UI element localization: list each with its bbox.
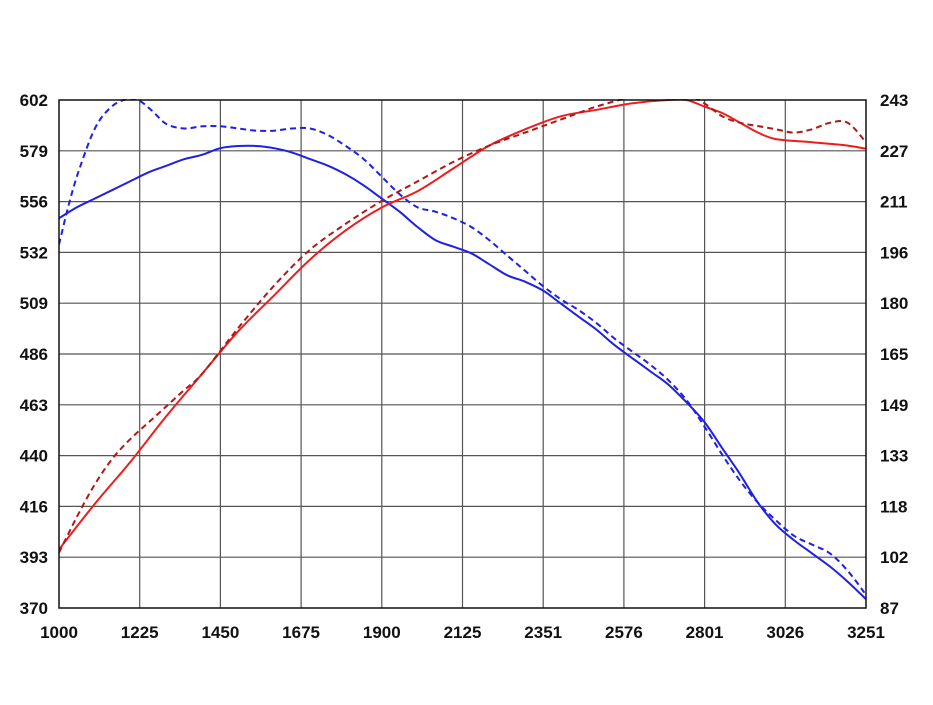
tick-labels: 1000 1225 1450 1675 1900 2125 2351 2576 2801 3026… — [20, 91, 909, 642]
y-left-tick-label: 486 — [20, 345, 48, 364]
x-tick-label: 1000 — [40, 623, 78, 642]
y-left-tick-label: 393 — [20, 548, 48, 567]
series-lines — [59, 99, 866, 601]
y-left-tick-label: 532 — [20, 243, 48, 262]
y-left-tick-label: 602 — [20, 91, 48, 110]
x-tick-label: 2125 — [444, 623, 482, 642]
y-right-tick-label: 243 — [880, 91, 908, 110]
y-right-tick-label: 118 — [880, 497, 907, 516]
y-right-tick-label: 133 — [880, 447, 908, 466]
y-left-tick-label: 509 — [20, 294, 48, 313]
y-right-tick-label: 227 — [880, 142, 908, 161]
x-tick-label: 1225 — [121, 623, 159, 642]
y-left-tick-label: 463 — [20, 396, 48, 415]
x-tick-label: 3026 — [766, 623, 804, 642]
y-right-tick-label: 102 — [880, 548, 908, 567]
x-tick-label: 2801 — [686, 623, 724, 642]
series-line-darkred-dashed — [59, 99, 866, 554]
y-left-tick-label: 556 — [20, 193, 48, 212]
x-tick-label: 1675 — [282, 623, 320, 642]
y-left-tick-label: 579 — [20, 142, 48, 161]
y-left-tick-label: 370 — [20, 599, 48, 618]
y-right-tick-label: 87 — [880, 599, 899, 618]
series-line-red-solid — [59, 99, 866, 551]
y-left-tick-label: 416 — [20, 497, 48, 516]
x-tick-label: 3251 — [847, 623, 885, 642]
series-line-blue-dashed — [59, 99, 866, 596]
x-tick-label: 1450 — [201, 623, 239, 642]
y-right-tick-label: 180 — [880, 294, 908, 313]
x-tick-label: 1900 — [363, 623, 401, 642]
grid-lines — [59, 100, 866, 608]
x-tick-label: 2576 — [605, 623, 643, 642]
y-right-tick-label: 196 — [880, 243, 908, 262]
y-right-tick-label: 149 — [880, 396, 908, 415]
plot-frame — [58, 99, 867, 609]
y-right-tick-label: 165 — [880, 345, 908, 364]
series-line-blue-solid — [59, 144, 866, 601]
x-tick-label: 2351 — [524, 623, 562, 642]
y-left-tick-label: 440 — [20, 447, 48, 466]
y-right-tick-label: 211 — [880, 193, 907, 212]
